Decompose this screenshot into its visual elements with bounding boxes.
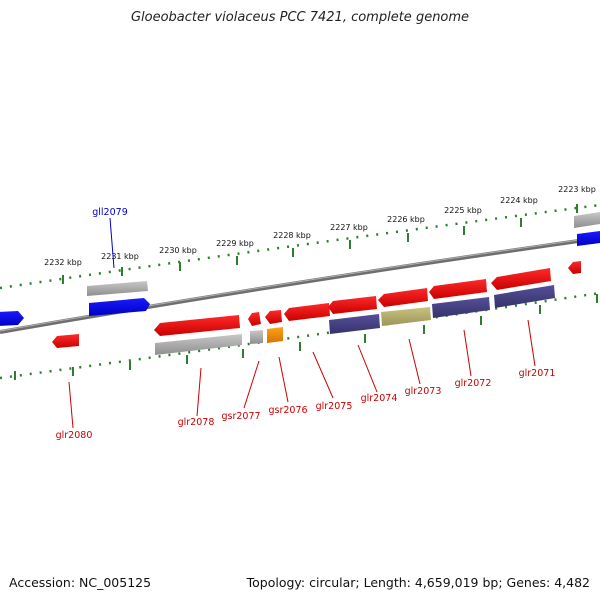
gene-band-orange[interactable]: [267, 327, 283, 343]
gene-label-gsr2076[interactable]: gsr2076: [268, 405, 307, 416]
gene-label-glr2071[interactable]: glr2071: [519, 368, 556, 379]
gene-label-gll2079[interactable]: gll2079: [92, 207, 128, 218]
kbp-label: 2225 kbp: [444, 206, 482, 215]
leader-glr2072: [463, 329, 472, 377]
kbp-label: 2229 kbp: [216, 239, 254, 248]
gene-label-gsr2077[interactable]: gsr2077: [221, 411, 260, 422]
kbp-label: 2226 kbp: [387, 215, 425, 224]
gene-labels: gll2079 glr2080 glr2078 gsr2077 gsr2076 …: [56, 207, 556, 441]
gene-arrow-blue[interactable]: [0, 311, 24, 326]
genome-summary: Topology: circular; Length: 4,659,019 bp…: [246, 575, 590, 590]
leader-glr2080: [68, 381, 74, 429]
accession-label: Accession: NC_005125: [9, 575, 152, 590]
gene-arrow-gsr2077[interactable]: [248, 312, 261, 326]
gene-label-glr2080[interactable]: glr2080: [56, 430, 93, 441]
leader-gsr2076: [278, 356, 289, 403]
gene-band-khaki[interactable]: [381, 307, 431, 326]
kbp-label: 2227 kbp: [330, 223, 368, 232]
leader-gll2079: [109, 217, 115, 269]
gene-arrow-glr2074[interactable]: [328, 296, 377, 314]
gene-arrow-glr2080[interactable]: [52, 334, 79, 348]
upper-major-ticks: [62, 204, 578, 284]
genome-backbone: [0, 236, 600, 334]
upper-genes: [0, 212, 600, 326]
gene-arrow-gsr2076[interactable]: [265, 310, 282, 324]
gene-label-glr2075[interactable]: glr2075: [316, 401, 353, 412]
gene-band-grey[interactable]: [87, 281, 148, 296]
gene-band-grey-small[interactable]: [250, 330, 263, 344]
gene-arrow-gll2079[interactable]: [89, 298, 150, 316]
map-title: Gloeobacter violaceus PCC 7421, complete…: [130, 10, 470, 25]
gene-band-grey[interactable]: [574, 212, 600, 228]
leader-glr2074: [357, 344, 378, 393]
gene-band-navy[interactable]: [432, 297, 490, 318]
gene-band-navy[interactable]: [329, 314, 380, 334]
kbp-label: 2231 kbp: [101, 252, 139, 261]
leader-glr2075: [312, 351, 334, 399]
leader-glr2078: [196, 367, 202, 417]
gene-arrow-blue[interactable]: [577, 231, 600, 246]
gene-arrow-glr2073[interactable]: [378, 288, 428, 307]
lower-genes: [155, 285, 555, 355]
genome-backbone-highlight: [0, 236, 600, 332]
lower-ruler: [0, 291, 600, 380]
leader-lines: [68, 319, 536, 429]
ruler-labels: 2232 kbp 2231 kbp 2230 kbp 2229 kbp 2228…: [44, 185, 596, 267]
gene-label-glr2073[interactable]: glr2073: [405, 386, 442, 397]
gene-band-grey[interactable]: [155, 334, 242, 355]
kbp-label: 2224 kbp: [500, 196, 538, 205]
kbp-label: 2228 kbp: [273, 231, 311, 240]
gene-arrow-glr2072[interactable]: [429, 279, 487, 299]
kbp-label: 2232 kbp: [44, 258, 82, 267]
gene-label-glr2072[interactable]: glr2072: [455, 378, 492, 389]
gene-label-glr2074[interactable]: glr2074: [361, 393, 398, 404]
red-genes: [52, 261, 581, 348]
gene-arrow-red-small[interactable]: [568, 261, 581, 274]
leader-glr2071: [527, 319, 536, 367]
gene-arrow-glr2075[interactable]: [284, 303, 330, 321]
gene-band-navy[interactable]: [494, 285, 555, 308]
leader-glr2073: [408, 338, 421, 385]
lower-major-ticks: [14, 294, 598, 380]
leader-gsr2077: [243, 360, 260, 409]
gene-arrow-glr2078[interactable]: [154, 315, 240, 336]
kbp-label: 2223 kbp: [558, 185, 596, 194]
gene-arrow-glr2071[interactable]: [491, 268, 551, 290]
kbp-label: 2230 kbp: [159, 246, 197, 255]
gene-label-glr2078[interactable]: glr2078: [178, 417, 215, 428]
